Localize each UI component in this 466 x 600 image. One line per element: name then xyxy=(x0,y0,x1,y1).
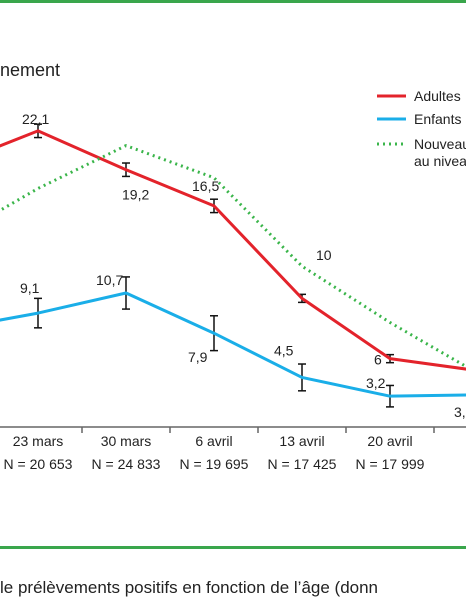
error-bars xyxy=(34,123,394,408)
x-tick-label: 23 mars xyxy=(13,433,64,449)
chart-title-fragment: nement xyxy=(0,60,61,80)
data-label-children: 3,2 xyxy=(366,375,386,391)
data-label-children: 7,9 xyxy=(188,349,208,365)
data-label-adults: 22,1 xyxy=(22,111,49,127)
figure-caption: le prélèvements positifs en fonction de … xyxy=(0,578,379,597)
data-label-adults: 16,5 xyxy=(192,178,219,194)
x-tick-label: 13 avril xyxy=(279,433,324,449)
legend-label-new-1: Nouveau xyxy=(414,136,466,152)
data-label-children: 10,7 xyxy=(96,272,123,288)
data-label-children: 3,3 xyxy=(454,404,466,420)
data-label-adults: 6 xyxy=(374,352,382,368)
legend: Adultes Enfants Nouveau au niveau xyxy=(377,88,466,169)
data-label-children: 9,1 xyxy=(20,280,40,296)
bottom-rule xyxy=(0,546,466,549)
legend-label-adults: Adultes xyxy=(414,88,461,104)
line-chart: 22,119,216,564,29,110,77,94,53,23,310 23… xyxy=(0,88,466,472)
series-line-adults xyxy=(0,129,466,371)
top-rule xyxy=(0,0,466,3)
x-tick-sample-size: N = 20 653 xyxy=(4,456,73,472)
data-label-new: 10 xyxy=(316,247,332,263)
series-line-new xyxy=(0,144,466,369)
data-label-adults: 19,2 xyxy=(122,187,149,203)
x-tick-sample-size: N = 19 695 xyxy=(180,456,249,472)
x-tick-sample-size: N = 24 833 xyxy=(92,456,161,472)
series-line-children xyxy=(0,291,466,398)
series-lines xyxy=(0,129,466,398)
legend-label-children: Enfants xyxy=(414,111,461,127)
x-tick-label: 30 mars xyxy=(101,433,152,449)
data-labels: 22,119,216,564,29,110,77,94,53,23,310 xyxy=(20,111,466,420)
x-tick-label: 20 avril xyxy=(367,433,412,449)
data-label-children: 4,5 xyxy=(274,342,294,358)
x-tick-sample-size: N = 17 425 xyxy=(268,456,337,472)
legend-label-new-2: au niveau xyxy=(414,153,466,169)
x-tick-label: 6 avril xyxy=(195,433,232,449)
x-tick-sample-size: N = 17 999 xyxy=(356,456,425,472)
